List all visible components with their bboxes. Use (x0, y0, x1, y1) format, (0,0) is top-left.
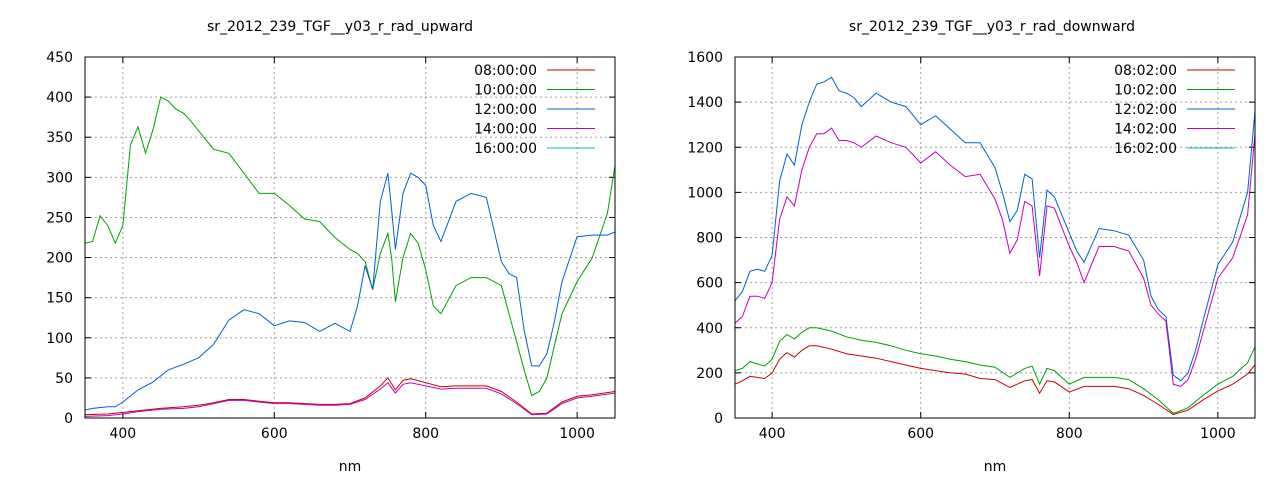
y-tick-label: 0 (714, 411, 723, 427)
chart-panel-2: sr_2012_239_TGF__y03_r_rad_downward 0 200 4… (687, 19, 1256, 475)
y-tick-label: 200 (696, 366, 723, 382)
legend-label: 16:00:00 (474, 141, 537, 157)
plot-frame (84, 56, 616, 419)
y-tick-label: 250 (46, 210, 73, 226)
y-tick-label: 1200 (687, 140, 723, 156)
y-tick-label: 600 (696, 276, 723, 292)
y-tick-label: 0 (64, 411, 73, 427)
y-tick-label: 300 (46, 170, 73, 186)
series-line-100000 (85, 96, 615, 397)
x-tick-label: 1000 (1200, 426, 1236, 442)
series-line-120200 (735, 76, 1255, 382)
legend-label: 10:02:00 (1114, 83, 1177, 99)
y-tick-label: 800 (696, 231, 723, 247)
y-tick-label: 1000 (687, 185, 723, 201)
x-axis-label: nm (339, 459, 362, 475)
legend-label: 08:00:00 (474, 63, 537, 79)
y-tick-label: 50 (55, 371, 73, 387)
y-tick-label: 200 (46, 251, 73, 267)
x-tick-label: 600 (907, 426, 934, 442)
legend-label: 12:00:00 (474, 102, 537, 118)
x-axis-label: nm (984, 459, 1007, 475)
series-line-080000 (85, 377, 615, 416)
y-tick-label: 1600 (687, 50, 723, 66)
y-tick-label: 450 (46, 50, 73, 66)
series-line-120000 (85, 172, 615, 411)
series-line-100200 (735, 327, 1255, 415)
chart-title: sr_2012_239_TGF__y03_r_rad_upward (207, 19, 473, 35)
y-tick-label: 150 (46, 291, 73, 307)
series-line-140200 (735, 127, 1255, 387)
chart-title: sr_2012_239_TGF__y03_r_rad_downward (849, 19, 1135, 35)
y-tick-label: 1400 (687, 95, 723, 111)
legend-label: 14:00:00 (474, 122, 537, 138)
chart-panel-1: sr_2012_239_TGF__y03_r_rad_upward 0 50 100 1… (46, 19, 616, 475)
legend-label: 10:00:00 (474, 83, 537, 99)
x-tick-label: 400 (759, 426, 786, 442)
x-tick-label: 1000 (559, 426, 595, 442)
legend-label: 08:02:00 (1114, 63, 1177, 79)
plot-frame (734, 56, 1256, 419)
x-tick-label: 400 (109, 426, 136, 442)
y-tick-label: 350 (46, 130, 73, 146)
x-tick-label: 600 (261, 426, 288, 442)
y-tick-label: 400 (696, 321, 723, 337)
x-tick-label: 800 (1056, 426, 1083, 442)
legend-label: 12:02:00 (1114, 102, 1177, 118)
y-tick-label: 400 (46, 90, 73, 106)
legend-label: 14:02:00 (1114, 122, 1177, 138)
y-tick-label: 100 (46, 331, 73, 347)
x-tick-label: 800 (412, 426, 439, 442)
series-line-140000 (85, 381, 615, 417)
series-line-080200 (735, 345, 1255, 416)
legend-label: 16:02:00 (1114, 141, 1177, 157)
